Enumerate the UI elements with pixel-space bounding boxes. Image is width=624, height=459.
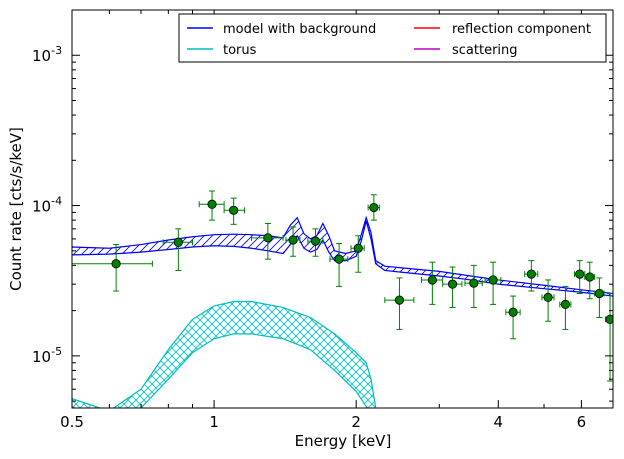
data-marker [605,314,613,324]
data-point [442,266,463,308]
band-upper-torus [72,300,377,408]
y-tick-label: 10-5 [32,345,62,366]
data-marker [173,237,183,247]
data-point [162,228,193,271]
data-marker [353,243,363,253]
data-point [559,285,572,330]
data-marker [526,269,536,279]
data-point [524,260,539,292]
data-marker [369,202,379,213]
plot-area [72,190,613,408]
data-point [384,277,415,330]
data-marker [288,235,298,245]
data-marker [263,233,273,243]
data-marker [508,307,518,317]
data-marker [575,269,585,279]
data-point [198,190,225,221]
legend-label-reflection: reflection component [452,22,591,37]
x-axis-label: Energy [keV] [295,432,392,450]
data-point [420,261,444,305]
band-upper-model-with-background [72,215,613,295]
legend-box [178,13,607,63]
band-fill-torus [72,301,376,408]
data-marker [427,275,437,285]
legend-label-scattering: scattering [452,43,518,58]
axis-ticks: 0.5 1 2 4 6 10-5 10-4 10-3 [32,9,614,431]
data-point [307,228,324,257]
data-point [285,226,301,257]
data-marker [594,288,604,299]
data-marker [334,254,344,264]
band-lower-model-with-background [72,220,613,297]
data-marker [543,292,553,302]
data-marker [310,236,321,246]
data-marker [469,278,479,288]
data-point [484,261,502,305]
data-point [367,194,380,221]
data-point [250,222,284,260]
data-point [605,292,613,382]
y-tick-label: 10-4 [32,195,62,216]
x-tick-label: 4 [494,413,504,431]
data-point [72,244,153,292]
data-point [573,260,586,294]
plot-frame [71,9,614,409]
data-point [350,235,365,273]
x-tick-label: 2 [351,413,361,431]
data-marker [488,275,498,285]
data-point [223,197,246,225]
y-tick-label: 10-3 [32,44,62,65]
data-marker [111,259,121,269]
legend-label-model: model with background [223,22,376,37]
data-point [505,295,521,340]
data-point [329,242,349,287]
data-point [584,261,596,300]
data-marker [585,272,595,282]
x-tick-label: 1 [209,413,219,431]
data-point [594,277,605,319]
data-marker [447,279,458,289]
x-tick-label: 0.5 [60,413,84,431]
data-marker [560,299,571,310]
data-point [464,264,483,308]
y-axis-label: Count rate [cts/s/keV] [7,127,25,291]
legend-label-torus: torus [223,43,257,58]
data-point [541,279,555,322]
legend: model with background reflection compone… [178,13,607,63]
band-lower-torus [72,333,368,408]
x-tick-label: 6 [577,413,587,431]
data-marker [394,295,405,305]
data-marker [229,205,239,215]
data-marker [207,199,217,209]
